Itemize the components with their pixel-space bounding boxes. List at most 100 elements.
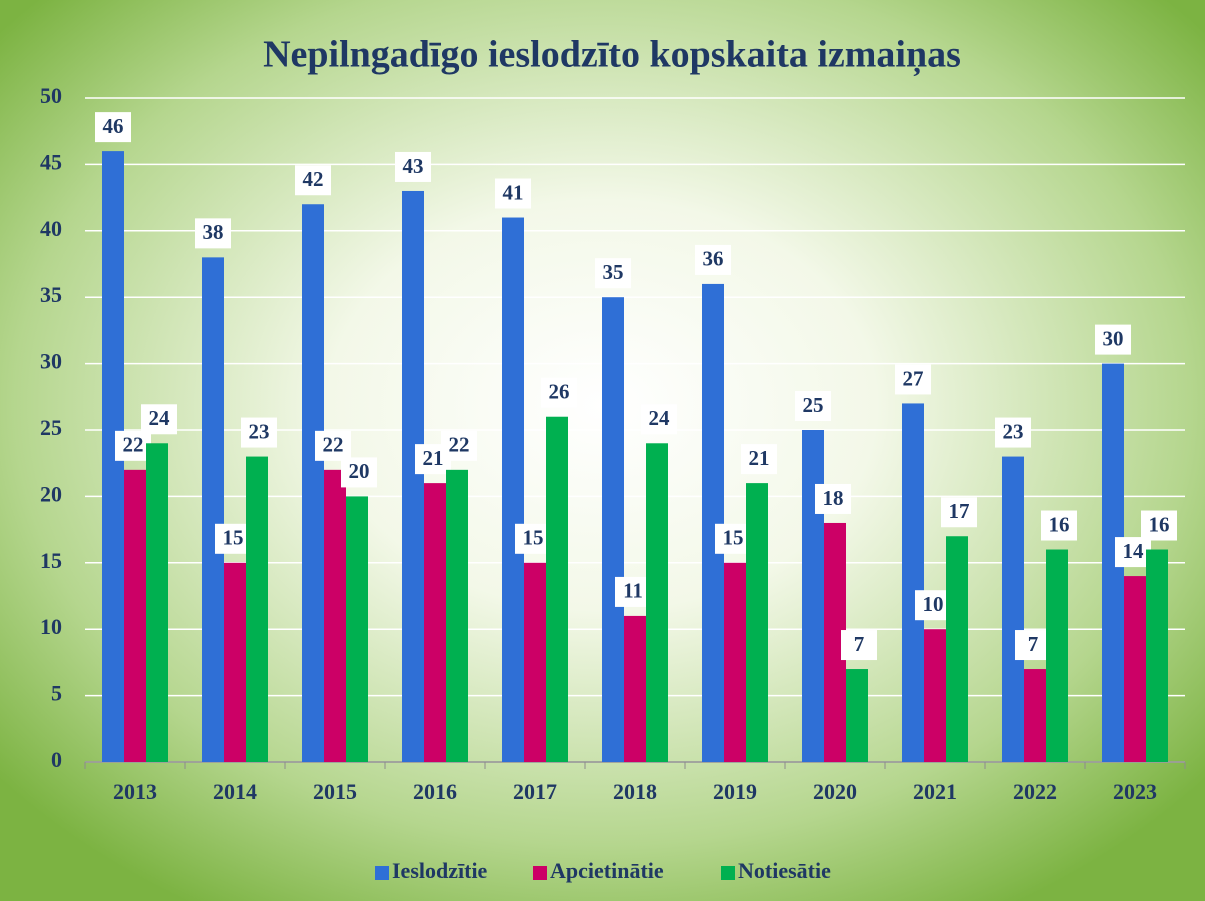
bar bbox=[1046, 549, 1068, 762]
data-label-box bbox=[915, 590, 951, 621]
data-label: 16 bbox=[1049, 512, 1070, 536]
data-label: 21 bbox=[423, 446, 444, 470]
data-label-box bbox=[615, 576, 651, 607]
data-label-box bbox=[515, 523, 551, 554]
data-label: 42 bbox=[303, 167, 324, 191]
legend-swatch bbox=[375, 866, 389, 880]
data-label: 38 bbox=[203, 220, 224, 244]
bar bbox=[424, 483, 446, 762]
bar bbox=[346, 496, 368, 762]
bar bbox=[902, 403, 924, 762]
bar bbox=[324, 469, 346, 762]
data-label-box bbox=[95, 112, 131, 143]
bar bbox=[102, 151, 124, 762]
data-label-box bbox=[241, 417, 277, 448]
data-label: 30 bbox=[1103, 326, 1124, 350]
data-label-box bbox=[1141, 510, 1177, 541]
data-label-box bbox=[341, 457, 377, 488]
bar bbox=[1024, 669, 1046, 762]
data-label-box bbox=[1095, 324, 1131, 355]
legend-label: Apcietinātie bbox=[550, 858, 664, 883]
data-label-box bbox=[715, 523, 751, 554]
data-label: 18 bbox=[823, 486, 844, 510]
data-label: 11 bbox=[623, 579, 643, 603]
bar bbox=[946, 536, 968, 762]
bar bbox=[146, 443, 168, 762]
y-tick-label: 40 bbox=[40, 216, 62, 241]
data-label: 41 bbox=[503, 180, 524, 204]
data-label-box bbox=[815, 483, 851, 514]
y-tick-label: 35 bbox=[40, 282, 62, 307]
data-label: 23 bbox=[249, 419, 270, 443]
data-label-box bbox=[441, 430, 477, 461]
data-label: 15 bbox=[223, 526, 244, 550]
bar bbox=[1146, 549, 1168, 762]
bar bbox=[802, 430, 824, 762]
data-label-box bbox=[541, 377, 577, 408]
bar bbox=[402, 190, 424, 762]
bar bbox=[924, 629, 946, 762]
data-label-box bbox=[315, 430, 351, 461]
x-tick-label: 2021 bbox=[913, 779, 957, 804]
bar bbox=[646, 443, 668, 762]
data-label-box bbox=[141, 404, 177, 435]
data-label: 14 bbox=[1123, 539, 1145, 563]
y-tick-label: 5 bbox=[51, 681, 62, 706]
data-label: 21 bbox=[749, 446, 770, 470]
y-tick-label: 15 bbox=[40, 548, 62, 573]
data-label: 22 bbox=[323, 433, 344, 457]
legend-swatch bbox=[533, 866, 547, 880]
bar bbox=[624, 615, 646, 762]
data-label: 24 bbox=[649, 406, 671, 430]
data-label-box bbox=[395, 151, 431, 182]
data-label: 25 bbox=[803, 393, 824, 417]
data-label-box bbox=[1015, 630, 1051, 661]
legend-swatch bbox=[721, 866, 735, 880]
x-tick-label: 2016 bbox=[413, 779, 457, 804]
data-label-box bbox=[495, 178, 531, 209]
data-label-box bbox=[1041, 510, 1077, 541]
bar bbox=[1002, 456, 1024, 762]
data-label: 20 bbox=[349, 459, 370, 483]
data-label: 23 bbox=[1003, 419, 1024, 443]
bar bbox=[724, 562, 746, 762]
chart-title: Nepilngadīgo ieslodzīto kopskaita izmaiņ… bbox=[263, 34, 961, 77]
data-label-box bbox=[895, 364, 931, 395]
y-tick-label: 50 bbox=[40, 83, 62, 108]
x-tick-label: 2013 bbox=[113, 779, 157, 804]
legend-label: Ieslodzītie bbox=[392, 858, 488, 883]
data-label-box bbox=[195, 218, 231, 249]
data-label: 36 bbox=[703, 247, 724, 271]
x-tick-label: 2014 bbox=[213, 779, 257, 804]
data-label-box bbox=[941, 497, 977, 528]
data-label-box bbox=[841, 630, 877, 661]
bar bbox=[524, 562, 546, 762]
x-tick-label: 2015 bbox=[313, 779, 357, 804]
bar bbox=[446, 469, 468, 762]
data-label: 24 bbox=[149, 406, 171, 430]
bar bbox=[846, 669, 868, 762]
bar bbox=[202, 257, 224, 762]
x-tick-label: 2019 bbox=[713, 779, 757, 804]
data-label-box bbox=[695, 244, 731, 275]
bar bbox=[746, 483, 768, 762]
data-label-box bbox=[115, 430, 151, 461]
x-tick-label: 2023 bbox=[1113, 779, 1157, 804]
data-label-box bbox=[1115, 537, 1151, 568]
data-label: 26 bbox=[549, 380, 570, 404]
data-label-box bbox=[741, 444, 777, 475]
y-tick-label: 25 bbox=[40, 415, 62, 440]
bar bbox=[824, 522, 846, 762]
bar bbox=[1124, 576, 1146, 762]
data-label-box bbox=[295, 165, 331, 196]
x-tick-label: 2018 bbox=[613, 779, 657, 804]
bar bbox=[246, 456, 268, 762]
data-label: 46 bbox=[103, 114, 124, 138]
data-label: 7 bbox=[854, 632, 865, 656]
data-label: 15 bbox=[723, 526, 744, 550]
data-label-box bbox=[595, 258, 631, 289]
data-label: 7 bbox=[1028, 632, 1039, 656]
data-label: 22 bbox=[449, 433, 470, 457]
data-label: 16 bbox=[1149, 512, 1170, 536]
